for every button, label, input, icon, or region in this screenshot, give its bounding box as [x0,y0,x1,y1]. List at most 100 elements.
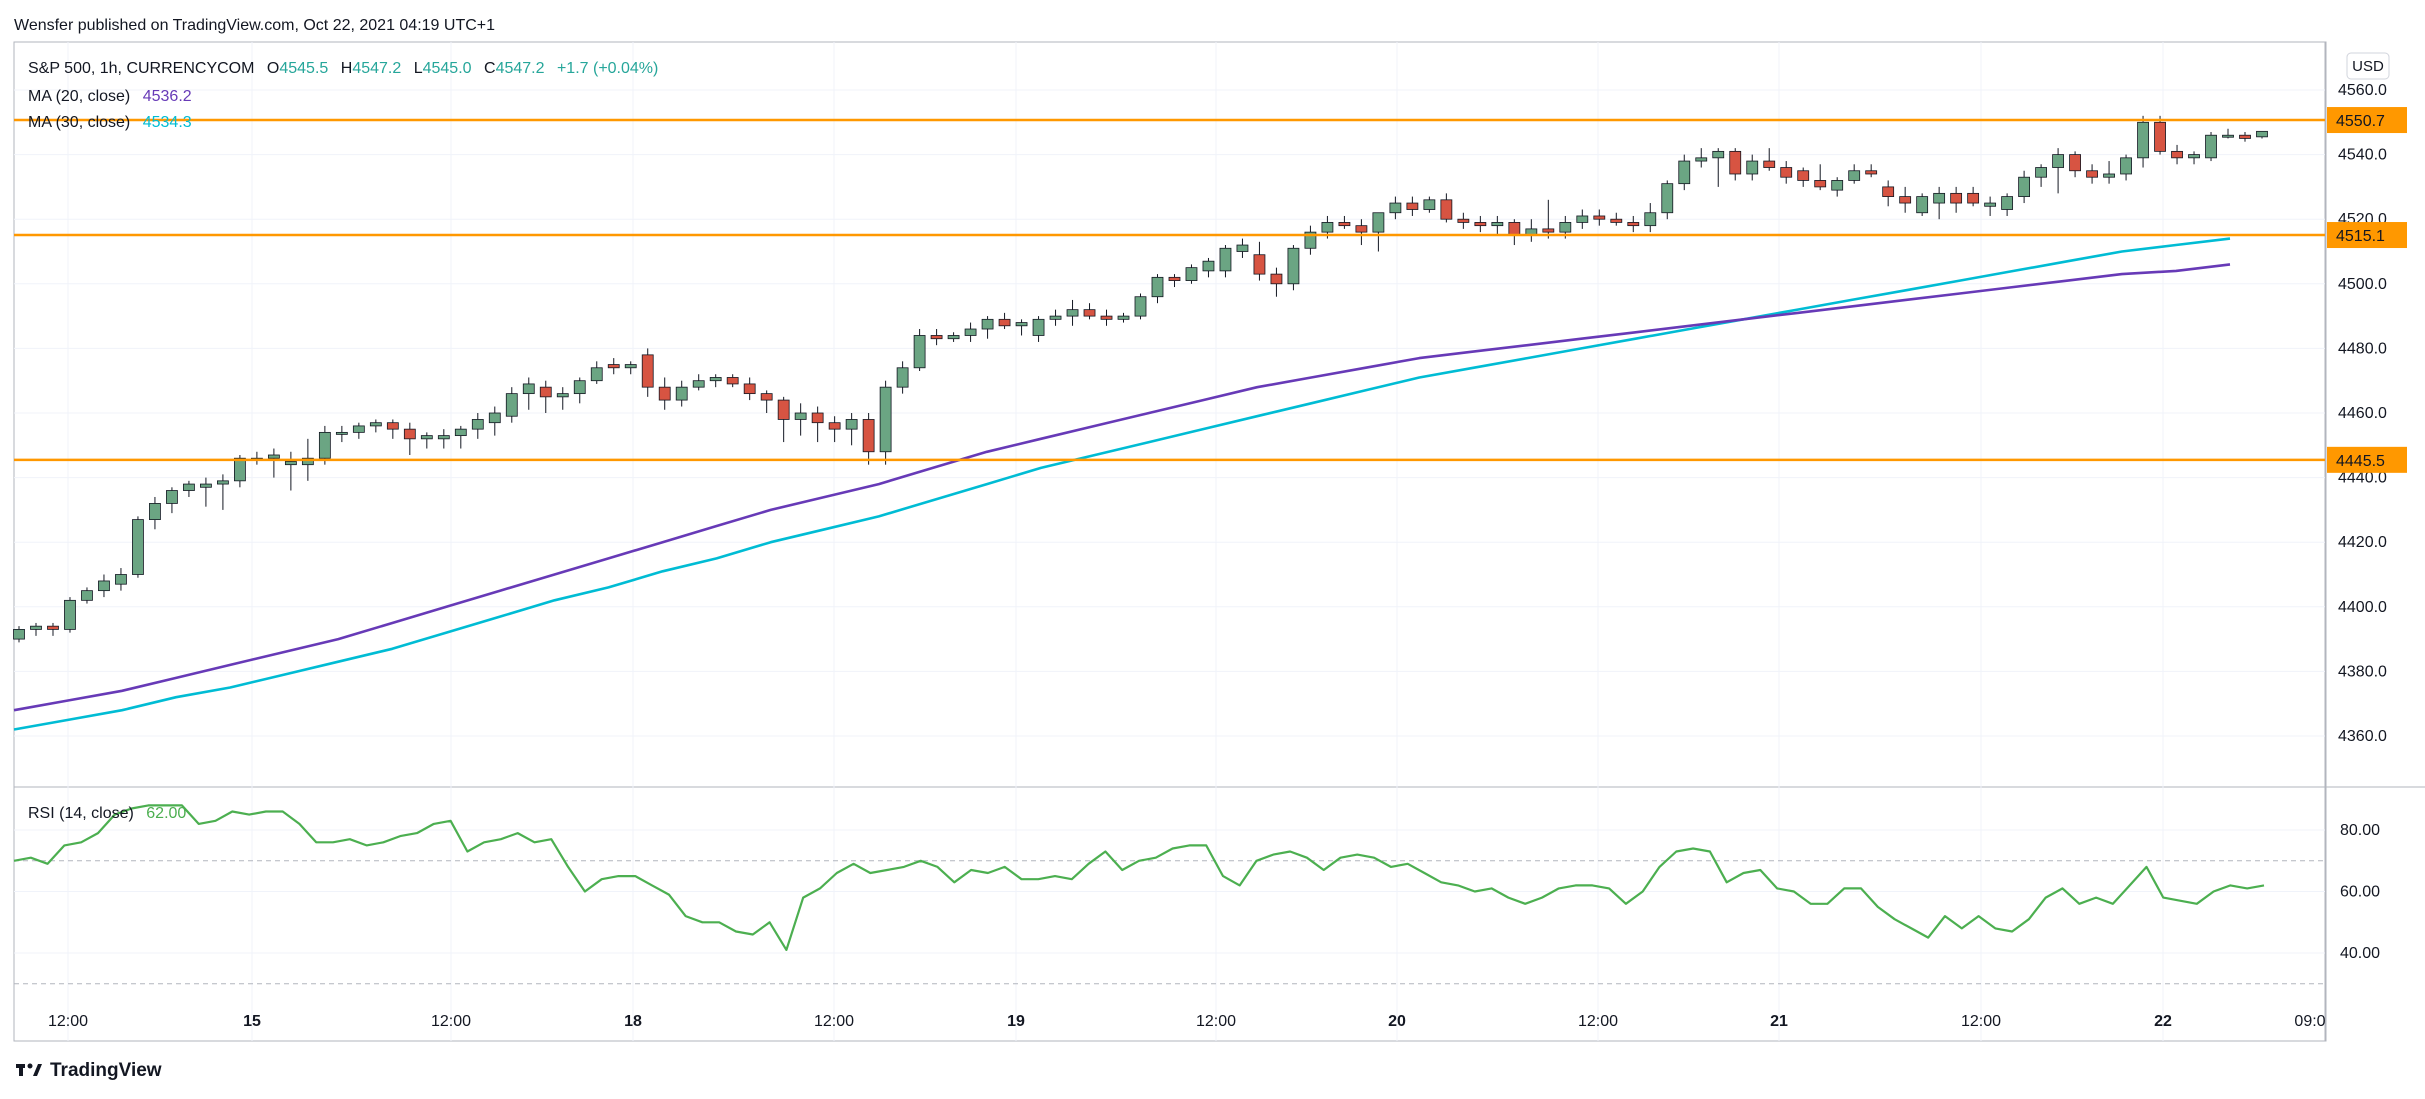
currency-badge[interactable]: USD [2346,52,2390,80]
symbol-legend[interactable]: S&P 500, 1h, CURRENCYCOM O4545.5 H4547.2… [28,60,658,822]
candle [1372,212,1385,252]
candle-body [1066,309,1079,317]
candle-body [2052,154,2064,168]
price-tick-label: 4360.0 [2338,728,2387,745]
candle-body [166,490,178,504]
rsi-axis[interactable]: 40.00 60.00 80.00 [2340,822,2380,962]
price-tick-label: 4420.0 [2338,534,2387,551]
candle-body [2222,134,2234,138]
candle-body [1151,276,1164,298]
horizontal-level[interactable]: 4550.7 [14,107,2407,134]
candle-body [505,393,518,417]
candle-body [1253,254,1266,275]
candle [1236,238,1249,258]
time-tick-label: 09:0 [2294,1013,2325,1030]
candle-body [2018,176,2031,197]
candle-body [1389,202,1402,214]
candle-body [1168,276,1181,281]
candle-body [947,335,960,340]
ma30-value: 4534.3 [143,114,192,131]
candle [1032,316,1045,342]
candle [115,568,127,591]
candle [556,387,569,410]
candle [1508,219,1521,246]
chart-frame [13,41,2327,1042]
candle-body [1321,222,1334,233]
candle-body [2001,196,2014,210]
candle-body [1814,180,1827,188]
candle-body [1797,170,1810,181]
high-label: H [341,60,353,77]
candle [1865,164,1878,178]
candle [590,361,603,384]
open-value: 4545.5 [279,60,328,77]
price-axis[interactable]: 4360.0 4380.0 4400.0 4420.0 4440.0 4460.0 4480… [2338,82,2387,745]
horizontal-levels[interactable]: 4550.7 4515.1 4445.5 [14,107,2407,473]
candle-body [1100,315,1113,320]
price-tick-label: 4540.0 [2338,147,2387,164]
rsi-tick-label: 40.00 [2340,945,2380,962]
low-label: L [414,60,423,77]
candle-body [998,318,1011,327]
candle-body [386,422,399,430]
candle-body [318,431,331,459]
candle-body [1899,196,1912,204]
candle [981,316,994,339]
candle-body [420,435,433,440]
time-axis[interactable]: 12:00 15 12:00 18 12:00 19 12:00 20 12:00 21 12:00… [48,1013,2326,1030]
candle-body [1287,247,1300,285]
candle-body [964,328,977,336]
candle [1729,148,1742,181]
time-tick-label: 12:00 [431,1013,471,1030]
candle-body [2188,154,2200,159]
candle-body [641,354,654,388]
candle [1389,196,1402,220]
candle-body [1763,160,1776,168]
horizontal-level[interactable]: 4445.5 [14,446,2407,473]
candle-body [1950,192,1963,204]
candle-body [284,461,297,466]
candle [1916,193,1929,216]
candle-body [811,412,824,424]
rsi-label: RSI (14, close) [28,805,134,822]
candle [1661,180,1674,220]
candle [1814,164,1827,191]
candle [1984,196,1997,216]
price-tick-label: 4380.0 [2338,663,2387,680]
change-value: +1.7 (+0.04%) [557,60,658,77]
candle [1712,148,1725,187]
candle-body [1457,218,1470,223]
moving-averages [13,237,2231,731]
horizontal-level[interactable]: 4515.1 [14,222,2407,249]
price-tick-label: 4400.0 [2338,599,2387,616]
candle-body [1474,222,1487,227]
candle [166,487,178,514]
candle-body [1644,212,1657,227]
candle-body [1933,192,1946,204]
candle-body [2239,134,2251,139]
candle-body [828,422,841,430]
candle [641,348,654,397]
open-label: O [267,60,279,77]
candle-body [675,386,688,401]
candle [1355,219,1368,246]
candle-body [1185,267,1198,281]
candle [437,429,450,449]
candle-body [1882,186,1895,197]
candle-body [1355,225,1368,233]
candle-body [743,383,756,395]
close-label: C [484,60,496,77]
candle [709,374,722,388]
candle [1134,293,1147,320]
tradingview-logo[interactable]: TradingView [16,1060,162,1081]
candle-body [132,519,144,575]
candle [2086,164,2098,184]
candle [1695,148,1708,168]
rsi-legend: RSI (14, close) 62.00 [28,805,186,822]
candle-body [217,480,229,485]
candle [658,377,671,410]
candle-body [2035,167,2047,178]
candle [1746,154,1759,181]
candle [505,387,518,423]
